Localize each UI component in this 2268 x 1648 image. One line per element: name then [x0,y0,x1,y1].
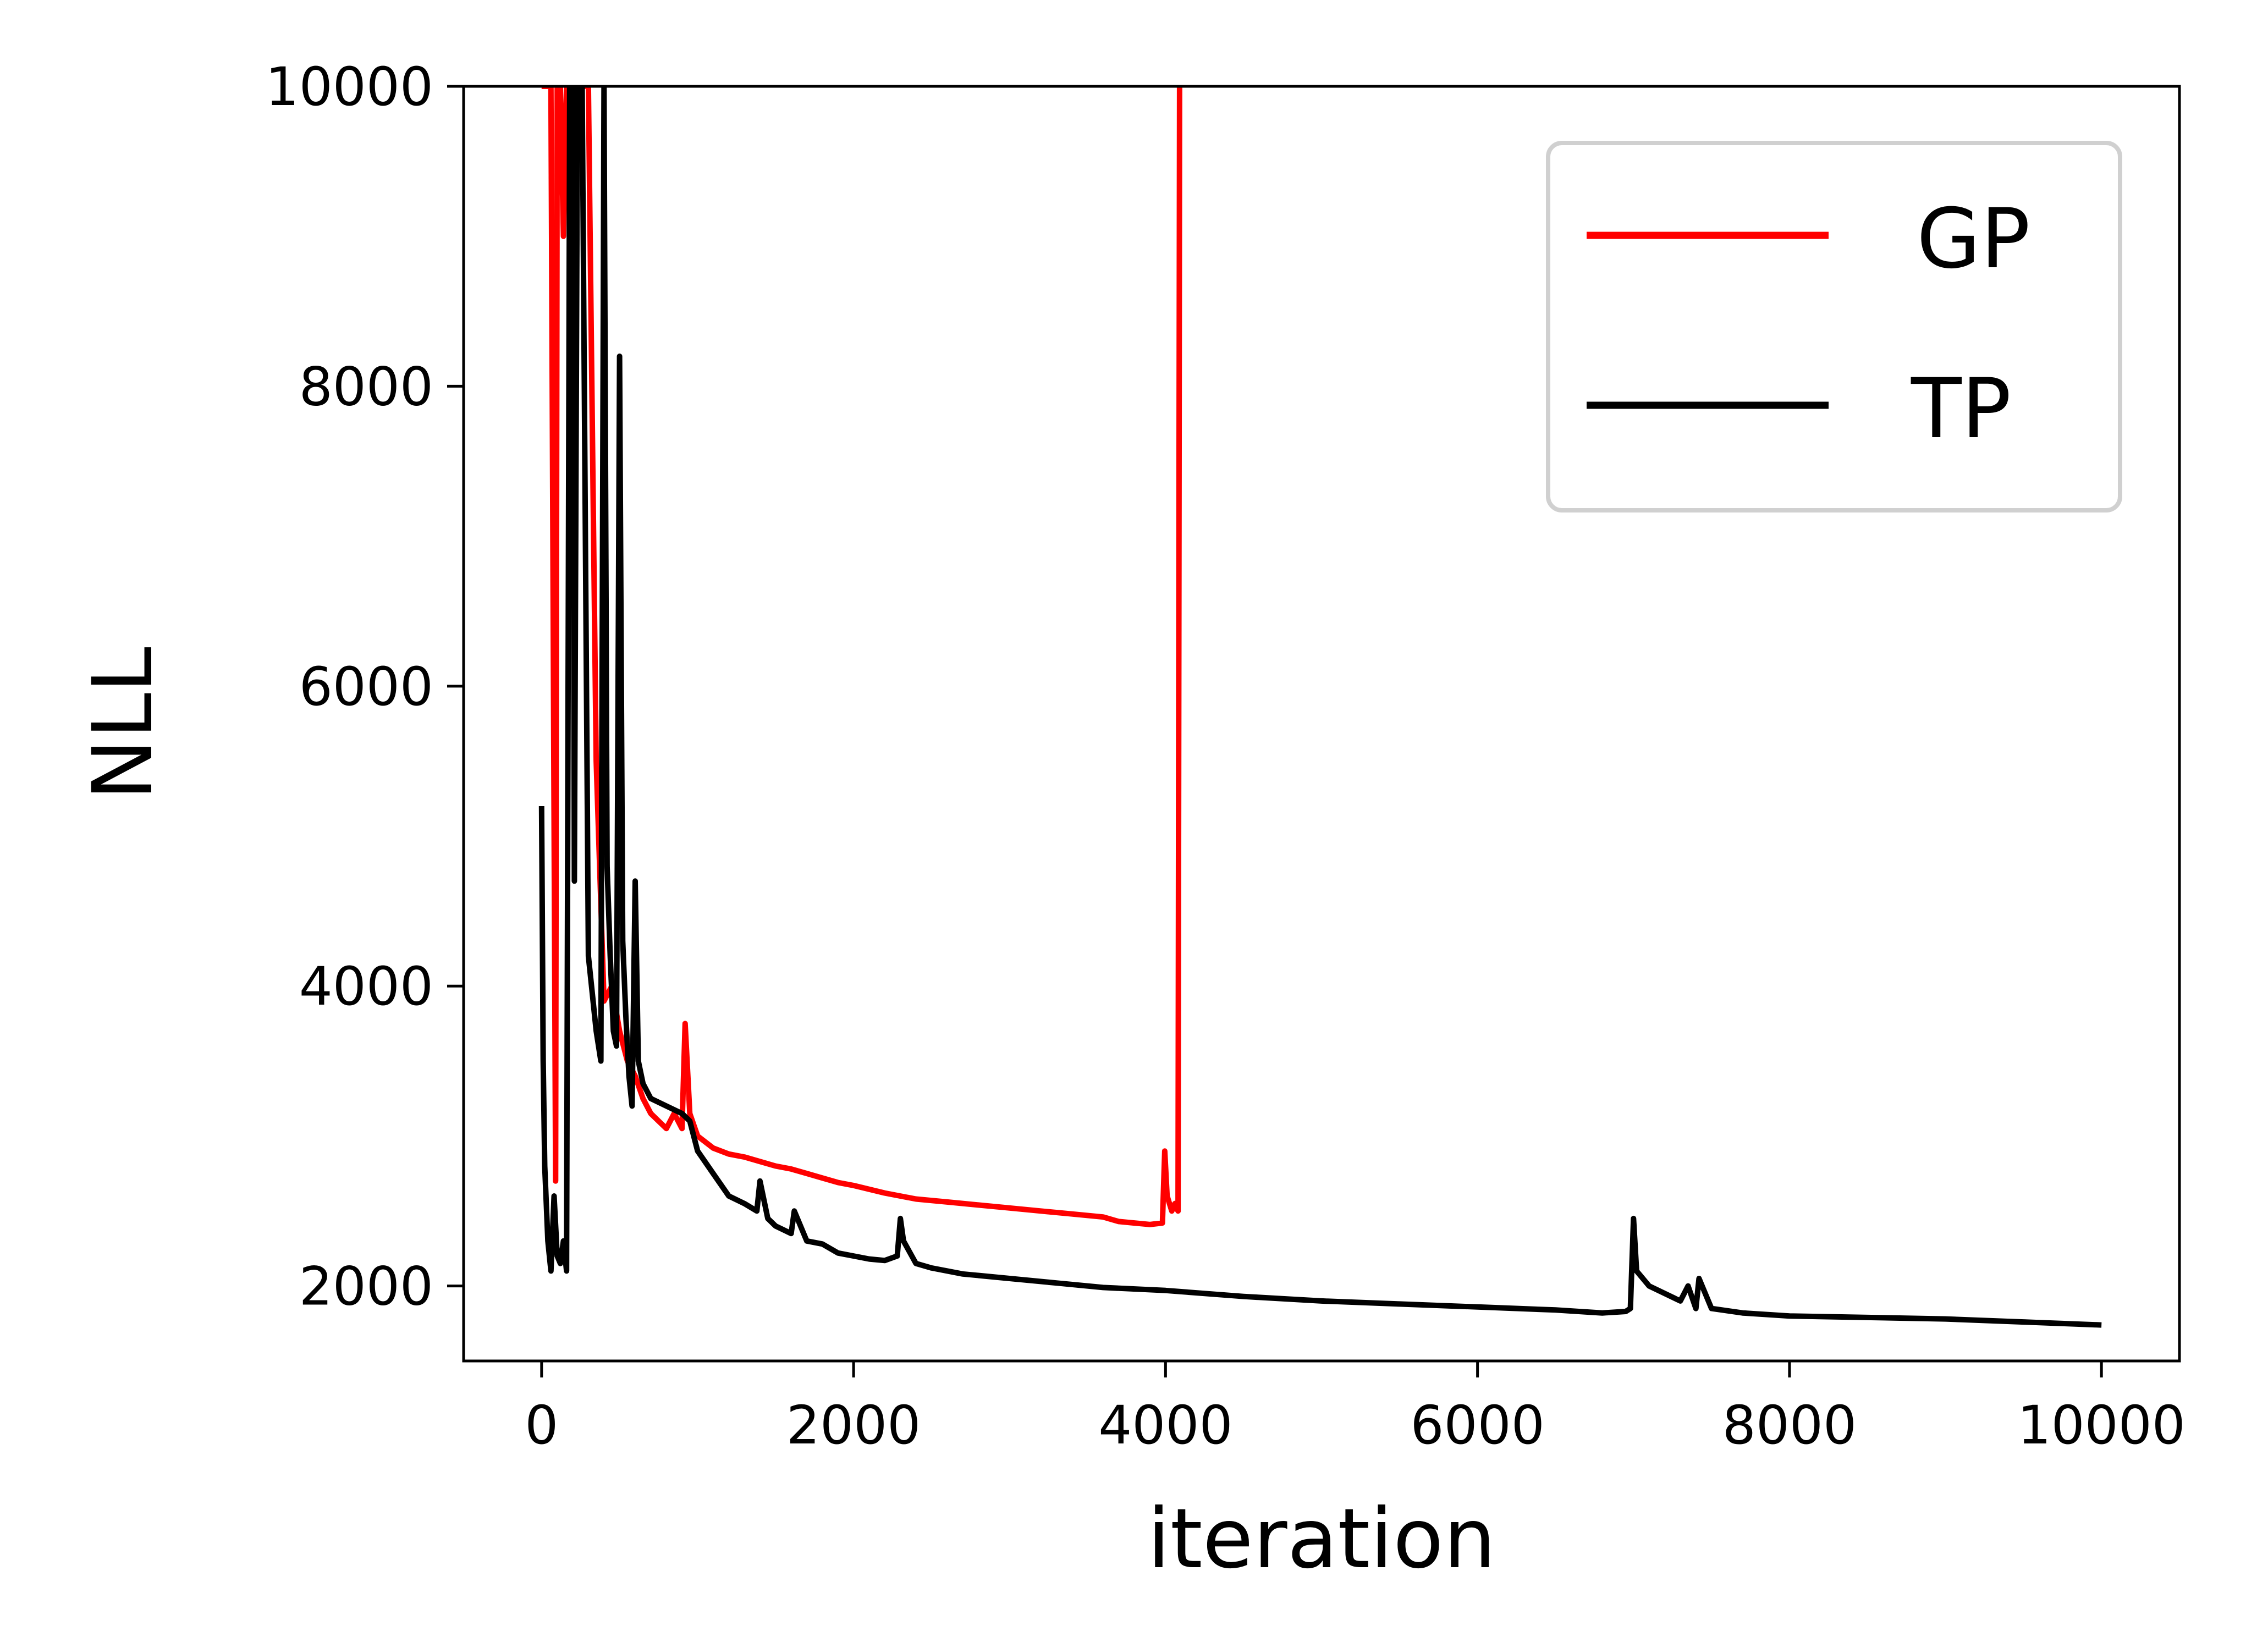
x-axis: 0 2000 4000 6000 8000 10000 [525,1361,2186,1456]
x-axis-label: iteration [1147,1491,1496,1587]
series-line-tp [538,86,2102,1328]
legend-box [1546,141,2122,512]
series-layer [538,86,2102,1328]
x-tick-label: 10000 [2017,1395,2185,1456]
y-axis: 2000 4000 6000 8000 10000 [266,56,464,1318]
x-tick-label: 4000 [1098,1395,1232,1456]
x-tick-label: 6000 [1410,1395,1544,1456]
x-tick-label: 2000 [786,1395,921,1456]
y-axis-label: NLL [75,647,171,800]
y-tick-label: 4000 [299,956,433,1017]
series-line-gp [541,86,1182,1227]
y-tick-label: 6000 [299,656,433,718]
legend-gp-label: GP [1917,191,2030,287]
legend-tp-label: TP [1911,361,2011,457]
plot-frame [462,85,2181,1363]
y-tick-label: 2000 [299,1256,433,1318]
y-tick-label: 8000 [299,356,433,417]
x-tick-label: 0 [525,1395,558,1456]
legend: GP TP [1546,141,2122,512]
x-tick-label: 8000 [1722,1395,1857,1456]
y-tick-label: 10000 [266,56,433,118]
